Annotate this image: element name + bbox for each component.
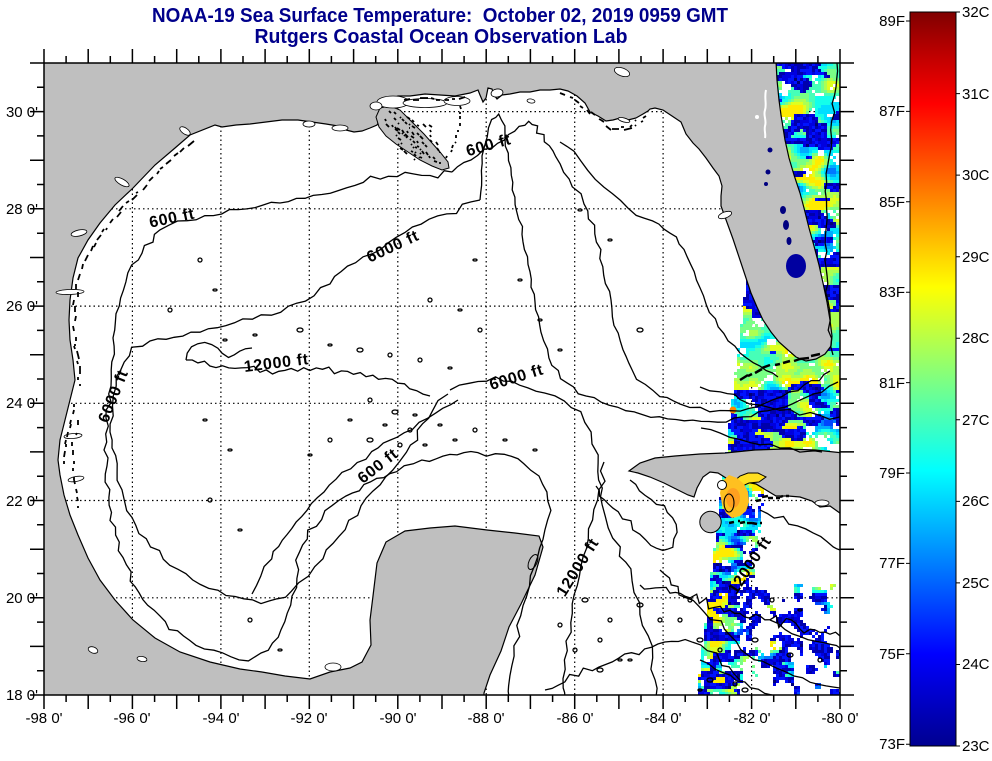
svg-text:22 0': 22 0' (6, 493, 38, 510)
svg-text:30C: 30C (962, 167, 990, 184)
svg-text:24 0': 24 0' (6, 395, 38, 412)
svg-text:32C: 32C (962, 4, 990, 21)
svg-text:23C: 23C (962, 738, 990, 755)
svg-text:-92 0': -92 0' (290, 710, 327, 727)
svg-text:75F: 75F (879, 646, 905, 663)
svg-text:87F: 87F (879, 103, 905, 120)
svg-text:-80 0': -80 0' (821, 710, 858, 727)
svg-text:28 0': 28 0' (6, 201, 38, 218)
svg-text:24C: 24C (962, 656, 990, 673)
svg-text:79F: 79F (879, 465, 905, 482)
svg-text:18 0': 18 0' (6, 687, 38, 704)
svg-text:-86 0': -86 0' (556, 710, 593, 727)
svg-text:28C: 28C (962, 330, 990, 347)
svg-text:73F: 73F (879, 736, 905, 753)
svg-text:-90 0': -90 0' (379, 710, 416, 727)
svg-text:81F: 81F (879, 375, 905, 392)
svg-text:30 0': 30 0' (6, 104, 38, 121)
svg-text:NOAA-19 Sea Surface Temperatur: NOAA-19 Sea Surface Temperature: October… (152, 5, 728, 27)
svg-text:20 0': 20 0' (6, 590, 38, 607)
svg-text:26C: 26C (962, 493, 990, 510)
svg-text:29C: 29C (962, 249, 990, 266)
svg-text:-88 0': -88 0' (467, 710, 504, 727)
svg-text:31C: 31C (962, 86, 990, 103)
svg-text:27C: 27C (962, 412, 990, 429)
svg-text:-82 0': -82 0' (733, 710, 770, 727)
svg-text:89F: 89F (879, 13, 905, 30)
svg-text:25C: 25C (962, 575, 990, 592)
svg-text:-84 0': -84 0' (644, 710, 681, 727)
svg-text:26 0': 26 0' (6, 298, 38, 315)
svg-text:Rutgers Coastal Ocean Observat: Rutgers Coastal Ocean Observation Lab (255, 26, 628, 48)
svg-text:-94 0': -94 0' (202, 710, 239, 727)
svg-text:85F: 85F (879, 194, 905, 211)
svg-text:77F: 77F (879, 555, 905, 572)
svg-text:83F: 83F (879, 284, 905, 301)
svg-text:-96 0': -96 0' (113, 710, 150, 727)
svg-text:-98 0': -98 0' (25, 710, 62, 727)
